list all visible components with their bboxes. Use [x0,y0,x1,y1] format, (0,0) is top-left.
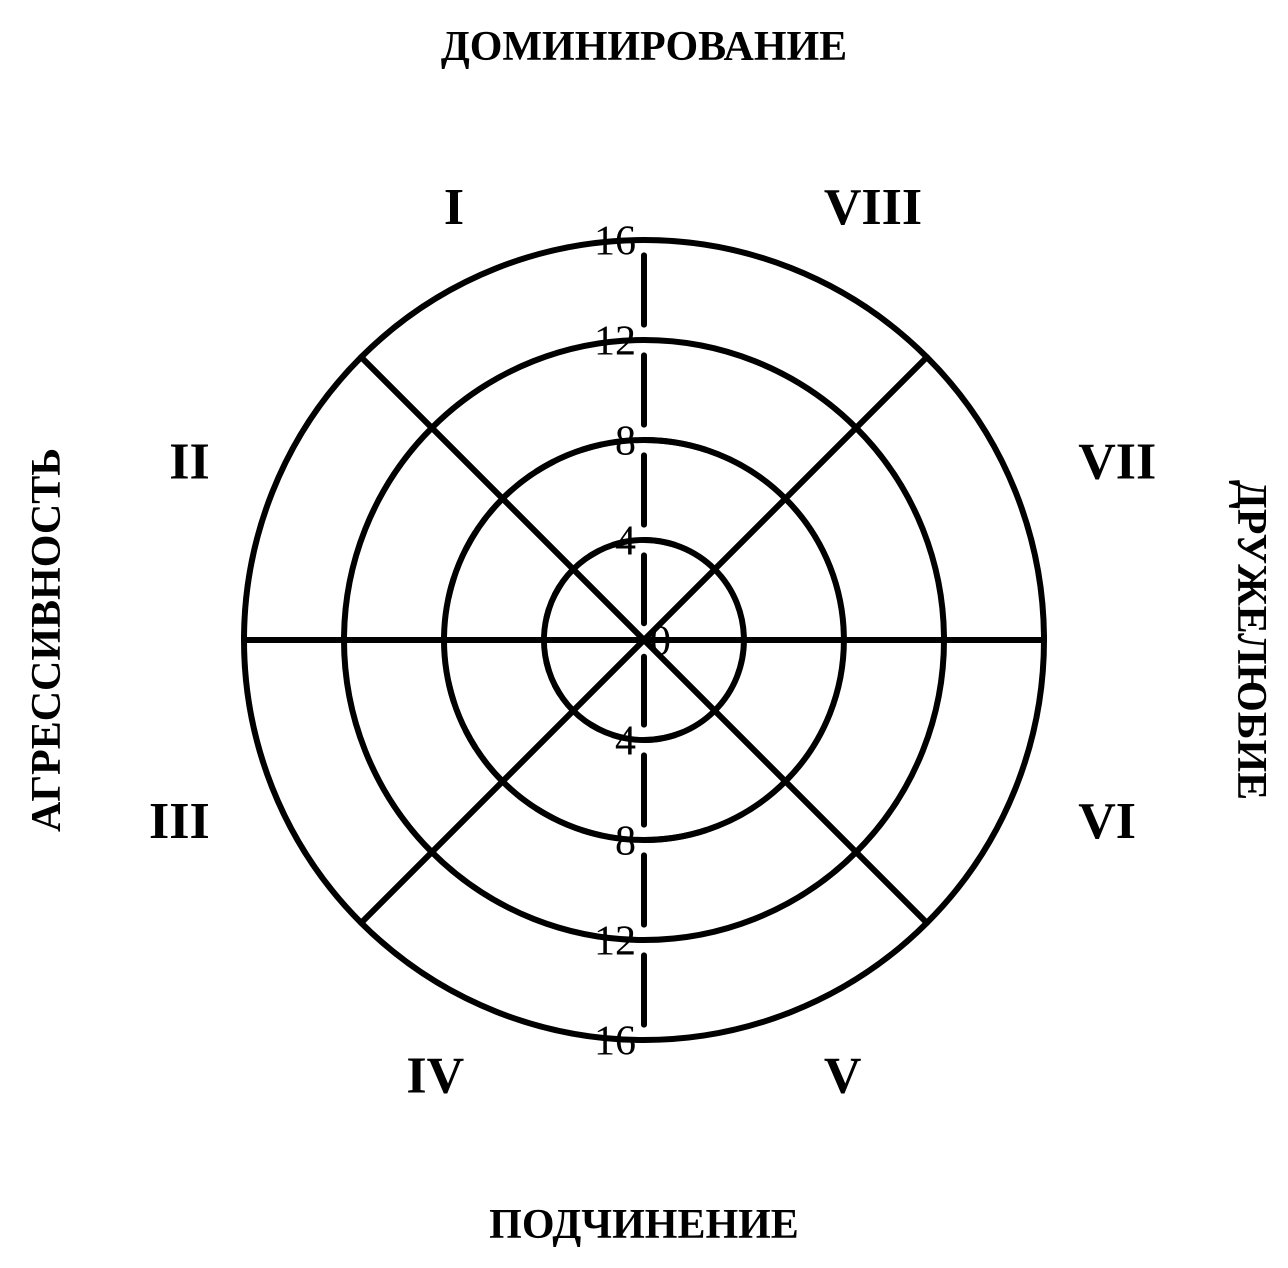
sector-label-I: I [444,179,464,236]
sector-label-V: V [824,1047,862,1104]
axis-label-bottom: ПОДЧИНЕНИЕ [489,1202,799,1248]
sector-label-VII: VII [1078,433,1156,490]
axis-label-top: ДОМИНИРОВАНИЕ [441,24,847,70]
sector-label-II: II [169,433,209,490]
tick-top-4: 4 [615,519,636,565]
sector-label-III: III [149,793,210,850]
tick-bottom-16: 16 [594,1019,636,1065]
sector-label-IV: IV [406,1047,464,1104]
octant-diagram: 0448812121616IIIIIIIVVVIVIIVIIIДОМИНИРОВ… [0,0,1288,1268]
tick-bottom-8: 8 [615,819,636,865]
tick-top-8: 8 [615,419,636,465]
sector-label-VI: VI [1078,793,1136,850]
axis-label-left: АГРЕССИВНОСТЬ [24,448,70,832]
tick-top-12: 12 [594,319,636,365]
tick-bottom-4: 4 [615,719,636,765]
tick-center: 0 [650,619,671,665]
sector-label-VIII: VIII [824,179,922,236]
axis-label-right: ДРУЖЕЛЮБИЕ [1228,480,1274,800]
tick-top-16: 16 [594,219,636,265]
diagram-background [0,0,1288,1268]
tick-bottom-12: 12 [594,919,636,965]
